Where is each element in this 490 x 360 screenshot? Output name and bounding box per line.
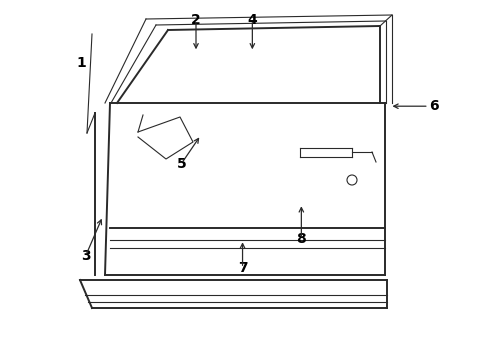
Text: 4: 4 — [247, 13, 257, 27]
Text: 7: 7 — [238, 261, 247, 275]
Text: 3: 3 — [81, 249, 91, 262]
Text: 1: 1 — [76, 56, 86, 70]
Text: 2: 2 — [191, 13, 201, 27]
Text: 6: 6 — [429, 99, 439, 113]
Text: 8: 8 — [296, 233, 306, 246]
Text: 5: 5 — [176, 157, 186, 171]
